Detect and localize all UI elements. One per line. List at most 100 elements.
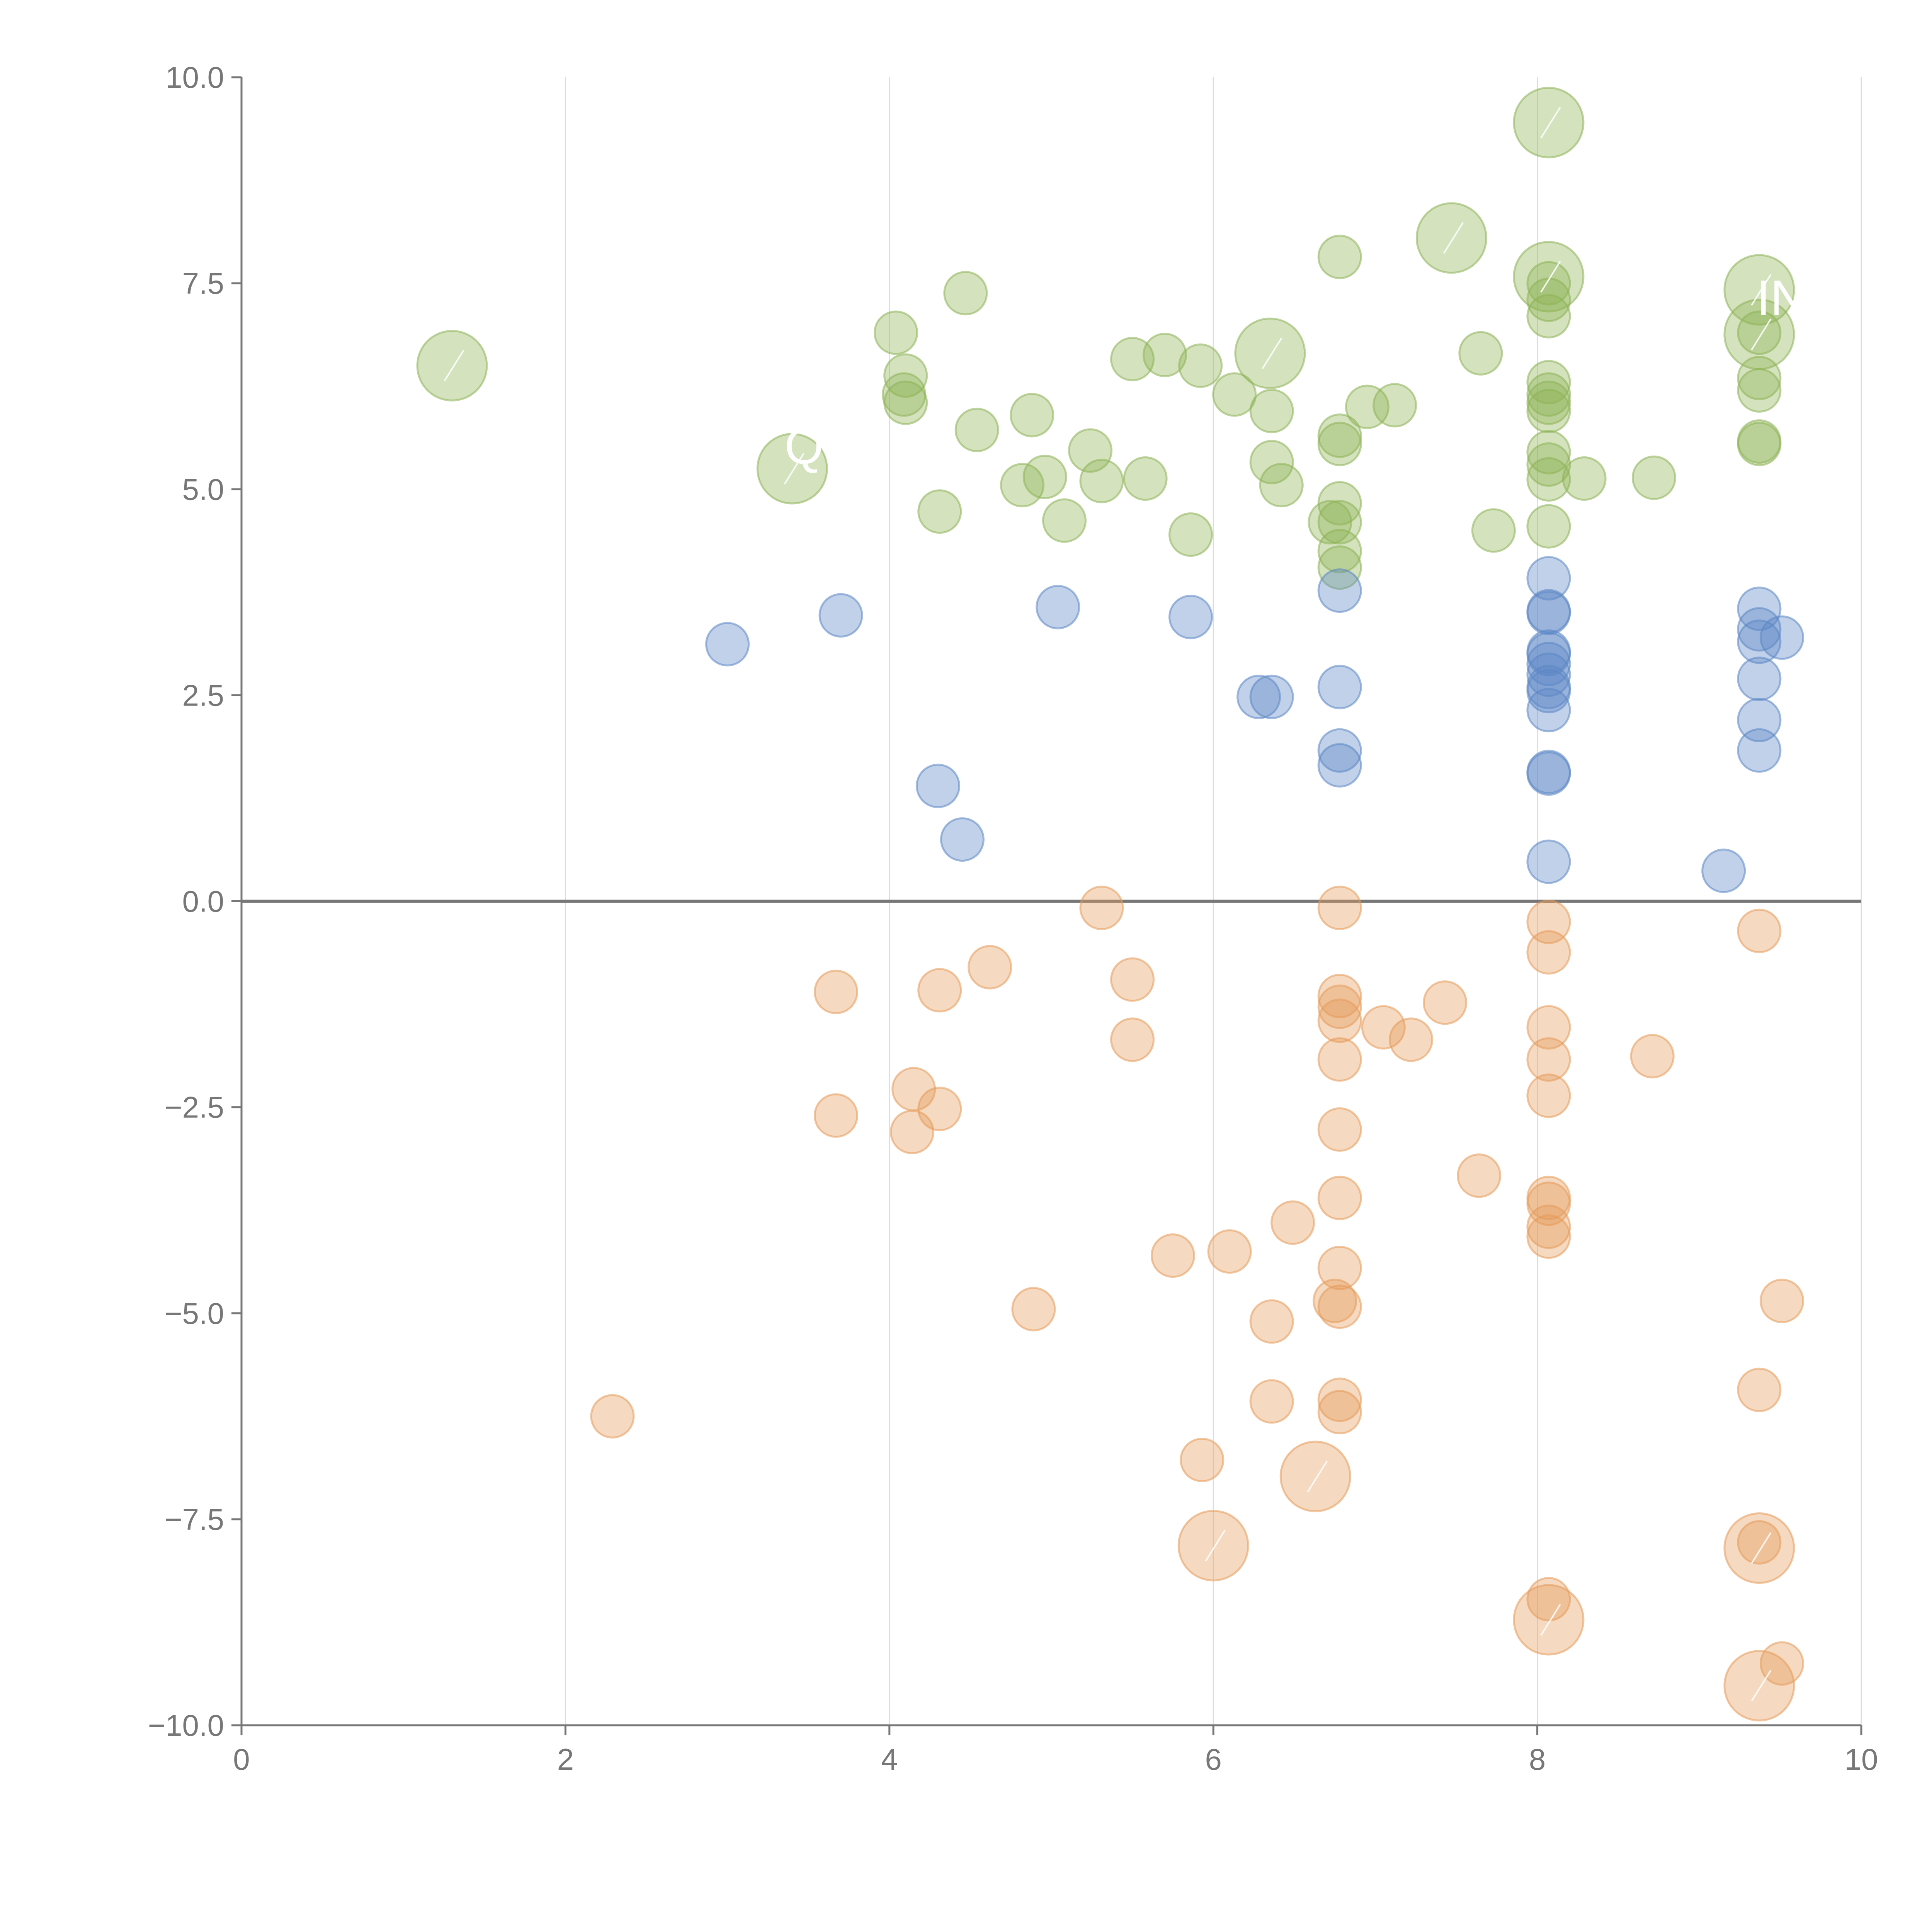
- bubble-green: [943, 271, 988, 316]
- label-leader-line: [1205, 1530, 1226, 1562]
- y-tick-label: −2.5: [165, 1090, 224, 1124]
- bubble-blue: [1737, 619, 1782, 664]
- bubble-green: [1737, 355, 1782, 400]
- bubble-orange: [1317, 1037, 1362, 1082]
- bubble-orange: [1317, 1245, 1362, 1290]
- bubble-green: [883, 353, 928, 398]
- x-tick-label: 10: [1845, 1742, 1878, 1776]
- bubble-green: [1526, 430, 1571, 474]
- bubble-orange: [968, 945, 1012, 990]
- x-tick-label: 4: [881, 1742, 898, 1776]
- bubble-blue: [1526, 652, 1571, 697]
- y-tick-label: −10.0: [148, 1708, 224, 1742]
- bubble-green: [1259, 463, 1304, 508]
- bubble-green: [883, 380, 928, 425]
- bubble-green: [1317, 235, 1362, 279]
- bubble-orange: [1317, 1175, 1362, 1220]
- bubble-blue: [1317, 568, 1362, 613]
- bubble-blue: [916, 764, 961, 808]
- bubble-green: [1471, 508, 1516, 553]
- bubble-green: [756, 433, 828, 505]
- x-tick-label: 2: [557, 1742, 574, 1776]
- bubble-blue: [1317, 665, 1362, 709]
- label-leader-line: [1540, 261, 1561, 293]
- bubble-orange: [1207, 1229, 1252, 1274]
- bubble-orange: [1317, 1284, 1362, 1329]
- bubble-orange: [1737, 1520, 1782, 1565]
- bubble-green: [1000, 463, 1045, 508]
- bubble-orange: [1423, 980, 1468, 1025]
- bubble-orange: [1110, 1017, 1155, 1062]
- label-leader-line: [444, 350, 464, 382]
- bubble-orange: [1760, 1279, 1804, 1323]
- bubble-blue: [1168, 595, 1213, 639]
- bubble-green: [1526, 442, 1571, 487]
- bubble-blue: [1036, 585, 1080, 629]
- label-leader-line: [1751, 1670, 1772, 1702]
- bubble-green: [1737, 310, 1782, 355]
- label-leader-line: [784, 452, 804, 485]
- bubble-green: [1415, 202, 1487, 274]
- bubble-green: [1123, 456, 1168, 501]
- bubble-blue: [1249, 675, 1294, 719]
- bubble-blue: [1737, 656, 1782, 701]
- bubble-green: [1317, 545, 1362, 590]
- bubble-green: [1249, 389, 1294, 434]
- bubble-orange: [1317, 1390, 1362, 1435]
- bubble-green: [1317, 422, 1362, 466]
- bubble-orange: [1760, 1641, 1804, 1686]
- bubble-blue: [1526, 688, 1571, 733]
- bubble-blue: [1236, 675, 1281, 719]
- bubble-green: [1317, 481, 1362, 526]
- bubble-blue: [1317, 743, 1362, 788]
- bubble-blue: [940, 817, 985, 862]
- bubble-orange: [917, 968, 962, 1013]
- bubble-green: [1723, 254, 1795, 326]
- bubble-green: [416, 330, 488, 401]
- annotation-label: IN: [1756, 270, 1806, 326]
- bubble-orange: [1389, 1017, 1434, 1062]
- bubble-green: [954, 408, 999, 452]
- bubble-green: [917, 489, 962, 534]
- bubble-green: [1526, 294, 1571, 338]
- bubble-blue: [1737, 607, 1782, 652]
- bubble-green: [1737, 422, 1782, 466]
- bubble-orange: [1737, 908, 1782, 953]
- bubble-green: [1526, 261, 1571, 306]
- bubble-orange: [1249, 1379, 1294, 1424]
- bubble-orange: [1361, 1005, 1406, 1050]
- bubble-green: [1526, 504, 1571, 549]
- bubble-green: [1526, 389, 1571, 434]
- x-tick-label: 6: [1205, 1742, 1222, 1776]
- bubble-green: [874, 310, 918, 355]
- bubble-orange: [1723, 1512, 1795, 1584]
- bubble-green: [1526, 457, 1571, 502]
- bubble-blue: [1737, 728, 1782, 773]
- bubble-green: [1178, 343, 1223, 388]
- bubble-orange: [813, 1093, 858, 1138]
- bubble-blue: [1737, 697, 1782, 742]
- bubble-orange: [1526, 1181, 1571, 1226]
- bubble-orange: [1526, 900, 1571, 944]
- bubble-green: [1079, 459, 1124, 503]
- bubble-orange: [1317, 886, 1362, 930]
- annotations: IN Q: [444, 107, 1806, 1702]
- bubble-green: [1010, 393, 1054, 437]
- bubble-orange: [1526, 1204, 1571, 1249]
- bubble-green: [1142, 333, 1187, 378]
- bubble-orange: [1177, 1510, 1249, 1582]
- bubble-blue: [705, 622, 750, 667]
- bubble-orange: [1317, 984, 1362, 1029]
- label-leader-line: [1262, 337, 1282, 369]
- bubble-orange: [1526, 1005, 1571, 1050]
- bubble-blue: [1701, 849, 1746, 893]
- bubble-green: [1068, 428, 1113, 473]
- label-leader-line: [1751, 274, 1772, 306]
- y-tick-label: −7.5: [165, 1502, 224, 1536]
- bubble-orange: [1630, 1034, 1675, 1078]
- bubble-blue: [1526, 589, 1571, 634]
- label-leader-line: [1540, 107, 1561, 139]
- bubble-green: [1513, 87, 1585, 158]
- y-tick-label: 7.5: [182, 266, 224, 300]
